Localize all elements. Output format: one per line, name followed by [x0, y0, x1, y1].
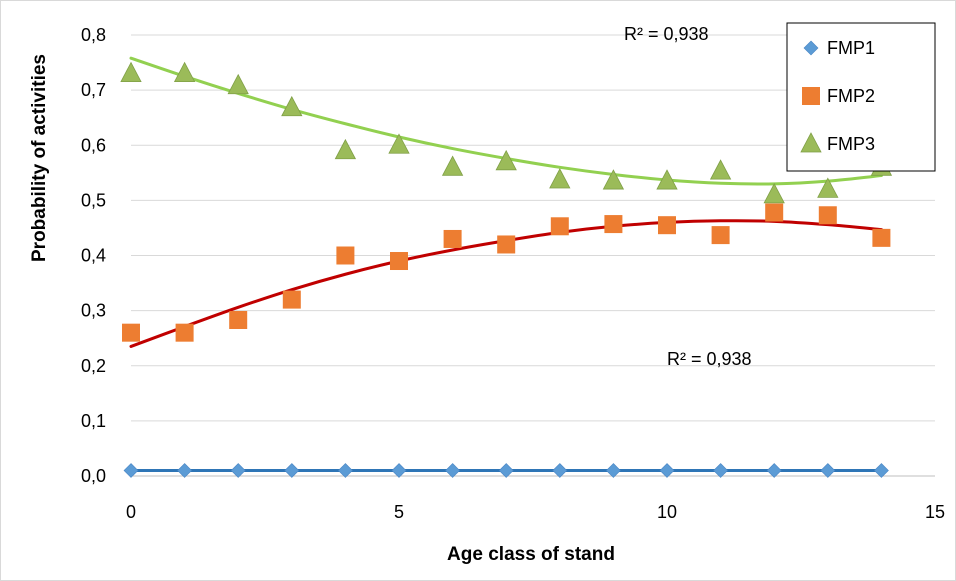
fmp1-point — [337, 463, 353, 478]
x-tick-label: 10 — [657, 502, 677, 522]
fmp2-point — [765, 203, 784, 222]
fmp1-point — [177, 463, 193, 478]
fmp3-point — [709, 159, 732, 180]
fmp1-point — [284, 463, 300, 478]
legend-label-fmp2: FMP2 — [827, 86, 875, 106]
fmp3-point — [227, 73, 249, 95]
y-tick-label: 0,7 — [81, 80, 106, 100]
y-tick-label: 0,6 — [81, 135, 106, 155]
y-tick-labels: 0,0 0,1 0,2 0,3 0,4 0,5 0,6 0,7 0,8 — [81, 25, 106, 486]
fmp1-point — [230, 463, 246, 478]
fmp1-point — [820, 463, 836, 478]
y-tick-label: 0,8 — [81, 25, 106, 45]
fmp1-point — [123, 463, 139, 478]
legend-marker-fmp3 — [800, 132, 822, 153]
fmp3-point — [549, 168, 571, 189]
fmp2-point — [604, 215, 623, 234]
fmp1-point — [391, 463, 407, 478]
x-tick-label: 0 — [126, 502, 136, 522]
x-axis-title: Age class of stand — [447, 544, 615, 565]
fmp2-point — [336, 246, 355, 265]
r-squared-annotation-fmp3: R² = 0,938 — [624, 24, 709, 44]
fmp3-point — [120, 61, 142, 82]
fmp1-point — [659, 463, 675, 478]
fmp3-point — [817, 177, 839, 198]
fmp1-point — [766, 463, 782, 478]
fmp2-point — [658, 216, 676, 235]
y-tick-label: 0,5 — [81, 190, 106, 210]
data-points — [120, 61, 893, 478]
fmp2-point — [175, 323, 194, 342]
fmp3-point — [173, 61, 196, 82]
legend: FMP1 FMP2 FMP3 — [786, 22, 936, 172]
fmp3-point — [656, 169, 678, 190]
fmp1-point — [713, 463, 729, 478]
fmp2-point — [282, 290, 301, 309]
y-tick-label: 0,1 — [81, 411, 106, 431]
legend-marker-fmp2 — [802, 87, 820, 105]
fmp3-point — [602, 169, 625, 190]
legend-items: FMP1 FMP2 FMP3 — [800, 38, 875, 154]
fmp2-point — [497, 235, 516, 254]
legend-label-fmp3: FMP3 — [827, 134, 875, 154]
y-axis-title: Probability of activities — [29, 54, 50, 262]
fmp2-point — [443, 229, 462, 248]
legend-label-fmp1: FMP1 — [827, 38, 875, 58]
fmp1-point — [605, 463, 621, 478]
x-tick-labels: 0 5 10 15 — [126, 502, 945, 522]
fmp2-point — [872, 228, 891, 247]
fmp2-point — [122, 323, 140, 342]
y-tick-label: 0,4 — [81, 246, 106, 266]
fmp2-point — [229, 310, 248, 329]
fmp1-point — [445, 463, 461, 478]
fmp3-point — [495, 149, 517, 171]
fmp3-point — [441, 155, 464, 176]
fmp1-point — [552, 463, 568, 478]
y-tick-label: 0,3 — [81, 301, 106, 321]
fmp3-point — [388, 133, 410, 154]
fmp1-point — [873, 463, 889, 478]
fmp2-point — [390, 252, 408, 271]
fmp2-point — [818, 206, 837, 225]
fmp3-point — [763, 183, 785, 204]
fmp3-point — [334, 138, 357, 160]
x-tick-label: 5 — [394, 502, 404, 522]
fmp3-point — [281, 95, 303, 117]
y-tick-label: 0,2 — [81, 356, 106, 376]
fmp2-point — [711, 226, 730, 245]
fmp2-point — [550, 217, 569, 236]
r-squared-annotation-fmp2: R² = 0,938 — [667, 349, 752, 369]
fmp1-point — [498, 463, 514, 478]
y-tick-label: 0,0 — [81, 466, 106, 486]
x-tick-label: 15 — [925, 502, 945, 522]
legend-marker-fmp1 — [803, 40, 819, 56]
